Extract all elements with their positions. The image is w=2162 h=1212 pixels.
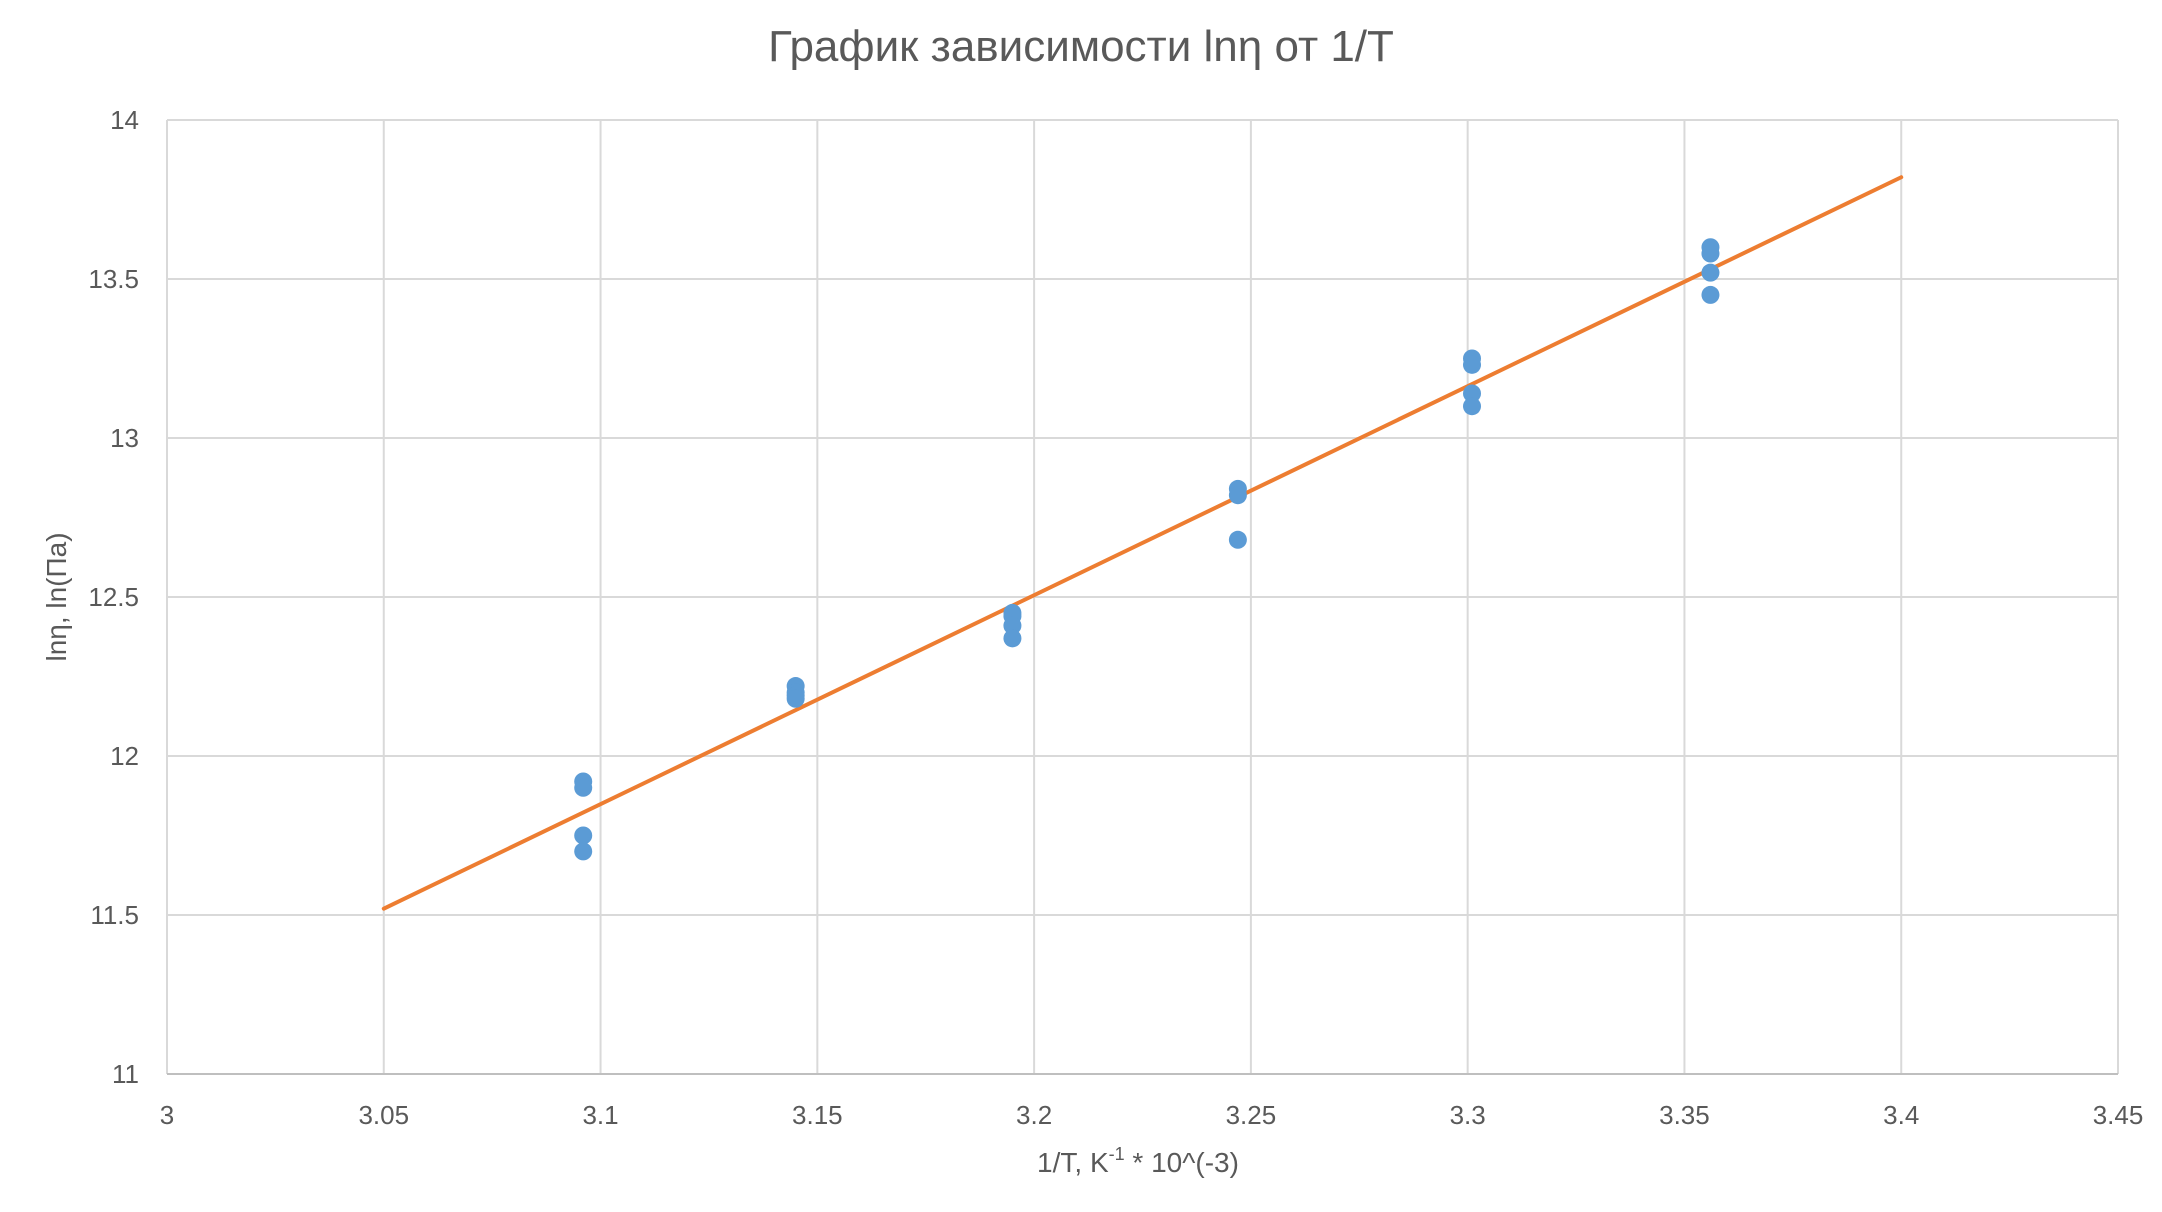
- y-tick-label: 13.5: [88, 264, 139, 294]
- data-point: [786, 689, 805, 708]
- x-tick-label: 3.15: [792, 1100, 843, 1130]
- data-point: [1463, 397, 1482, 416]
- trendline: [381, 175, 1904, 911]
- x-tick-label: 3.25: [1226, 1100, 1277, 1130]
- x-tick-label: 3.2: [1016, 1100, 1052, 1130]
- data-point: [574, 778, 593, 797]
- y-tick-label: 12.5: [88, 582, 139, 612]
- data-point: [1701, 263, 1720, 282]
- x-tick-labels: 3 3.05 3.1 3.15 3.2 3.25 3.3 3.35 3.4 3.45: [160, 1100, 2144, 1130]
- y-tick-label: 11.5: [90, 900, 139, 930]
- x-axis-title: 1/T, K-1 * 10^(-3): [1037, 1144, 1239, 1178]
- data-point: [1701, 285, 1720, 304]
- data-point: [1463, 384, 1482, 403]
- y-tick-label: 12: [110, 741, 139, 771]
- y-tick-label: 14: [110, 105, 139, 135]
- x-tick-label: 3.1: [582, 1100, 618, 1130]
- data-point: [1463, 355, 1482, 374]
- grid: [166, 119, 2119, 1075]
- series-layer: [381, 175, 1904, 911]
- data-point: [574, 826, 593, 845]
- x-tick-label: 3.45: [2093, 1100, 2144, 1130]
- data-point: [1228, 530, 1247, 549]
- x-tick-label: 3.3: [1450, 1100, 1486, 1130]
- data-point: [1701, 244, 1720, 263]
- y-tick-labels: 11 11.5 12 12.5 13 13.5 14: [88, 105, 139, 1089]
- x-tick-label: 3.05: [358, 1100, 409, 1130]
- x-tick-label: 3.4: [1883, 1100, 1919, 1130]
- y-axis-title: lnη, ln(Па): [41, 532, 72, 661]
- data-point: [1228, 486, 1247, 505]
- x-tick-label: 3: [160, 1100, 174, 1130]
- x-tick-label: 3.35: [1659, 1100, 1710, 1130]
- y-tick-label: 11: [112, 1059, 139, 1089]
- y-tick-label: 13: [110, 423, 139, 453]
- data-point: [1003, 629, 1022, 648]
- data-point: [574, 842, 593, 861]
- chart-title: График зависимости lnη от 1/T: [768, 22, 1394, 71]
- data-point: [1003, 616, 1022, 635]
